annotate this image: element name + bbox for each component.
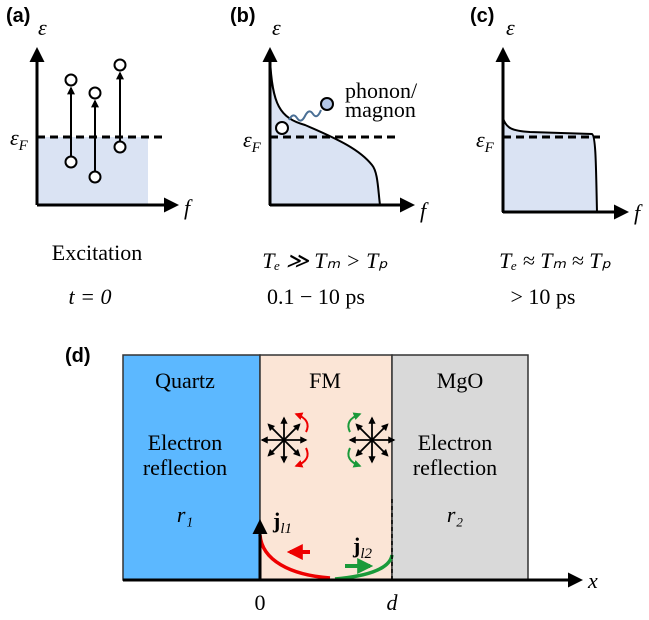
spin-arrow — [283, 439, 301, 457]
distribution — [269, 57, 382, 206]
y-axis-label: ε — [38, 15, 47, 40]
electron — [275, 121, 289, 135]
caption: Excitation — [52, 240, 142, 265]
region-name: MgO — [437, 368, 483, 393]
spin-arrow — [347, 412, 362, 433]
y-axis-label: ε — [506, 15, 515, 40]
spin-arrow — [283, 423, 301, 441]
x-tick-label: 0 — [255, 590, 266, 615]
spin-arrow — [294, 412, 309, 433]
spin-arrow — [347, 447, 362, 468]
x-axis-label: x — [587, 568, 598, 593]
fermi-label: εF — [243, 127, 262, 156]
panel-label: (a) — [6, 5, 30, 27]
excitations — [64, 58, 127, 184]
mgo-region — [391, 354, 529, 581]
y-axis-label: ε — [272, 15, 281, 40]
caption: Tₑ ≫ Tₘ > Tₚ — [262, 248, 388, 273]
annotation: magnon — [345, 97, 416, 122]
region-name: Quartz — [155, 368, 215, 393]
wavy-line — [288, 109, 322, 122]
x-axis-label: f — [634, 200, 643, 225]
current-label: jl1 — [272, 508, 292, 537]
x-tick-label: d — [387, 590, 399, 615]
spin-arrow — [294, 447, 309, 468]
quartz-region — [122, 354, 261, 581]
x-axis-label: f — [420, 198, 429, 223]
caption: 0.1 − 10 ps — [267, 284, 365, 309]
current-label: jl2 — [352, 533, 372, 562]
region-text: Electron — [148, 430, 223, 455]
fermi-label: εF — [10, 125, 29, 154]
spin-arrow — [355, 423, 373, 441]
spin-arrow — [371, 423, 389, 441]
annotation: phonon/ — [345, 78, 418, 103]
spin-arrow — [371, 439, 389, 457]
region-symbol: r₂ — [447, 502, 464, 527]
caption: > 10 ps — [511, 284, 576, 309]
caption: Tₑ ≈ Tₘ ≈ Tₚ — [499, 248, 611, 273]
panel-d: (d) Quartz FM MgO Electron reflection r₁… — [65, 345, 598, 615]
panel-c: (c) ε f εF Tₑ ≈ Tₘ ≈ Tₚ > 10 ps — [470, 5, 643, 309]
region-text: reflection — [413, 455, 497, 480]
panel-label: (d) — [65, 345, 91, 367]
current-profile — [334, 554, 394, 581]
panel-label: (c) — [470, 5, 494, 27]
spin-arrows — [260, 412, 396, 468]
spin-arrow — [267, 423, 285, 441]
panel-a: (a) ε f εF Excitation t = 0 — [6, 5, 193, 309]
spin-arrow — [267, 439, 285, 457]
quasiparticle — [320, 97, 334, 111]
region-text: Electron — [418, 430, 493, 455]
distribution — [502, 117, 599, 213]
region-name: FM — [309, 368, 341, 393]
panel-b: (b) ε f εF phonon/ magnon Tₑ ≫ Tₘ > Tₚ 0… — [230, 5, 429, 309]
spin-arrow — [355, 439, 373, 457]
caption: t = 0 — [69, 284, 112, 309]
region-text: reflection — [143, 455, 227, 480]
fermi-label: εF — [476, 127, 495, 156]
region-symbol: r₁ — [177, 502, 193, 527]
panel-label: (b) — [230, 5, 256, 27]
x-axis-label: f — [184, 195, 193, 220]
